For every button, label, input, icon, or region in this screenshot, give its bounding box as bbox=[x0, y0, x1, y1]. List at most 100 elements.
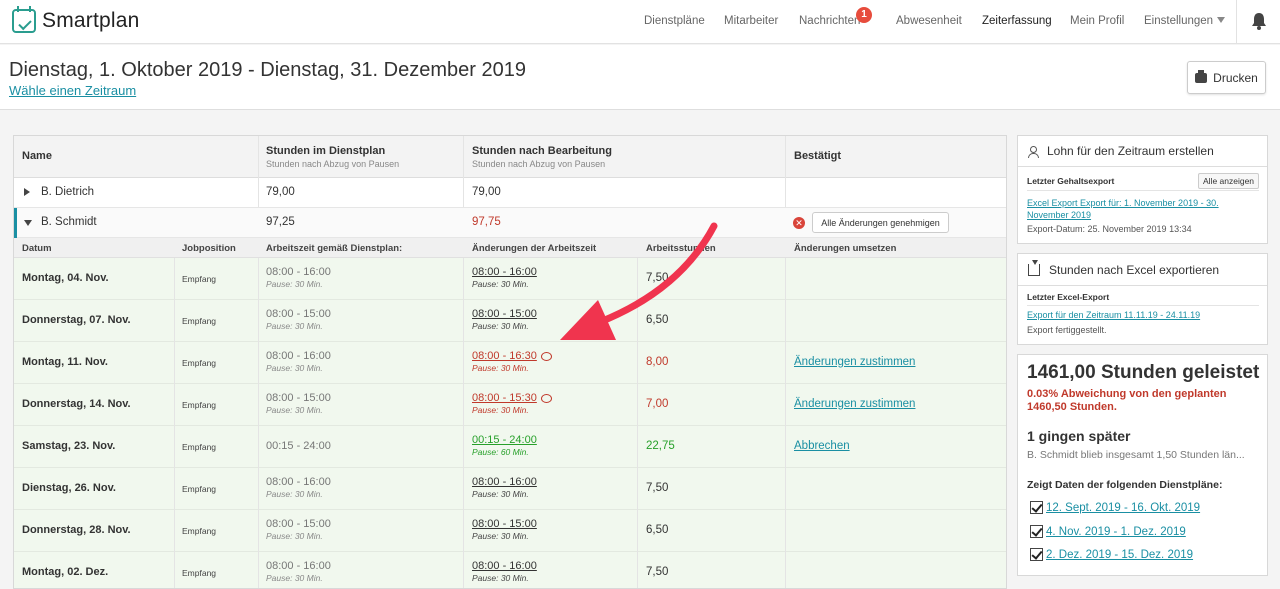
approve-changes-link[interactable]: Änderungen zustimmen bbox=[794, 398, 916, 410]
column-header-confirmed[interactable]: Bestätigt bbox=[794, 150, 842, 162]
row-changed-time[interactable]: 00:15 - 24:00 Pause: 60 Min. bbox=[472, 434, 537, 457]
row-job: Empfang bbox=[182, 358, 217, 368]
plan-link[interactable]: 12. Sept. 2019 - 16. Okt. 2019 bbox=[1046, 501, 1201, 514]
excel-export-link[interactable]: Export für den Zeitraum 11.11.19 - 24.11… bbox=[1027, 310, 1201, 320]
planned-hours: 97,25 bbox=[266, 216, 295, 228]
total-hours-worked: 1461,00 Stunden geleistet bbox=[1027, 362, 1260, 383]
print-button[interactable]: Drucken bbox=[1187, 61, 1266, 94]
row-date: Samstag, 23. Nov. bbox=[22, 440, 116, 452]
nav-divider bbox=[1236, 0, 1237, 44]
messages-count-badge: 1 bbox=[856, 7, 872, 23]
employee-row-schmidt[interactable]: B. Schmidt 97,25 97,75 ✕ Alle Änderungen… bbox=[14, 208, 1006, 238]
last-payroll-export-label: Letzter Gehaltsexport bbox=[1027, 176, 1115, 186]
column-header-edited-hours[interactable]: Stunden nach Bearbeitung Stunden nach Abz… bbox=[472, 145, 612, 169]
row-job: Empfang bbox=[182, 442, 217, 452]
row-hours: 7,50 bbox=[646, 482, 669, 494]
row-changed-time[interactable]: 08:00 - 16:00 Pause: 30 Min. bbox=[472, 476, 537, 499]
checkbox-checked[interactable] bbox=[1030, 501, 1043, 514]
column-header-planned-hours[interactable]: Stunden im Dienstplan Stunden nach Abzug … bbox=[266, 145, 400, 169]
plan-link[interactable]: 2. Dez. 2019 - 15. Dez. 2019 bbox=[1046, 548, 1194, 561]
edited-hours: 97,75 bbox=[472, 216, 501, 228]
detail-header-planned-time: Arbeitszeit gemäß Dienstplan: bbox=[266, 243, 403, 254]
print-button-label: Drucken bbox=[1213, 70, 1258, 85]
show-all-button[interactable]: Alle anzeigen bbox=[1198, 173, 1260, 189]
excel-export-panel: Stunden nach Excel exportieren Letzter E… bbox=[1017, 253, 1268, 345]
column-separator bbox=[258, 136, 259, 238]
comment-bubble-icon[interactable] bbox=[540, 351, 552, 361]
comment-bubble-icon[interactable] bbox=[540, 393, 552, 403]
app-logo[interactable]: Smartplan bbox=[12, 6, 140, 33]
row-planned-time: 00:15 - 24:00 bbox=[266, 440, 331, 452]
create-payroll-button[interactable]: Lohn für den Zeitraum erstellen bbox=[1018, 136, 1267, 167]
row-planned-time: 08:00 - 15:00 Pause: 30 Min. bbox=[266, 392, 331, 415]
export-date-text: Export-Datum: 25. November 2019 13:34 bbox=[1027, 224, 1192, 234]
nav-mitarbeiter[interactable]: Mitarbeiter bbox=[724, 15, 779, 27]
payroll-panel: Lohn für den Zeitraum erstellen Letzter … bbox=[1017, 135, 1268, 244]
table-row: Donnerstag, 07. Nov. Empfang 08:00 - 15:… bbox=[14, 300, 1006, 342]
row-changed-time[interactable]: 08:00 - 16:00 Pause: 30 Min. bbox=[472, 266, 537, 289]
column-separator bbox=[174, 258, 175, 588]
row-date: Montag, 04. Nov. bbox=[22, 272, 109, 284]
checkbox-checked[interactable] bbox=[1030, 525, 1043, 538]
cancel-changes-link[interactable]: Abbrechen bbox=[794, 440, 850, 452]
planned-hours: 79,00 bbox=[266, 186, 295, 198]
divider bbox=[1027, 190, 1259, 191]
row-date: Donnerstag, 14. Nov. bbox=[22, 398, 131, 410]
export-hours-excel-button[interactable]: Stunden nach Excel exportieren bbox=[1018, 254, 1267, 286]
bell-icon[interactable] bbox=[1251, 12, 1267, 30]
time-tracking-table: Name Stunden im Dienstplan Stunden nach A… bbox=[13, 135, 1007, 589]
row-job: Empfang bbox=[182, 274, 217, 284]
export-status-text: Export fertiggestellt. bbox=[1027, 325, 1107, 335]
row-hours: 7,50 bbox=[646, 566, 669, 578]
row-planned-time: 08:00 - 15:00 Pause: 30 Min. bbox=[266, 518, 331, 541]
not-confirmed-x-icon: ✕ bbox=[793, 217, 805, 229]
row-date: Donnerstag, 28. Nov. bbox=[22, 524, 131, 536]
plan-link[interactable]: 4. Nov. 2019 - 1. Dez. 2019 bbox=[1046, 525, 1186, 538]
collapse-triangle-icon[interactable] bbox=[24, 220, 32, 226]
checkbox-checked[interactable] bbox=[1030, 548, 1043, 561]
plan-checkbox-row[interactable]: 12. Sept. 2019 - 16. Okt. 2019 bbox=[1030, 501, 1200, 514]
row-changed-time[interactable]: 08:00 - 15:30 Pause: 30 Min. bbox=[472, 392, 552, 415]
nav-dienstplaene[interactable]: Dienstpläne bbox=[644, 15, 705, 27]
nav-nachrichten[interactable]: Nachrichten bbox=[799, 15, 861, 27]
table-row: Montag, 04. Nov. Empfang 08:00 - 16:00 Pa… bbox=[14, 258, 1006, 300]
column-separator bbox=[785, 136, 786, 238]
row-changed-time[interactable]: 08:00 - 16:00 Pause: 30 Min. bbox=[472, 560, 537, 583]
table-row: Dienstag, 26. Nov. Empfang 08:00 - 16:00… bbox=[14, 468, 1006, 510]
selected-row-indicator bbox=[14, 208, 17, 238]
top-navigation-bar: Smartplan Dienstpläne Mitarbeiter Nachri… bbox=[0, 0, 1280, 44]
detail-header-job: Jobposition bbox=[182, 243, 236, 254]
row-job: Empfang bbox=[182, 526, 217, 536]
row-changed-time[interactable]: 08:00 - 15:00 Pause: 30 Min. bbox=[472, 308, 537, 331]
choose-period-link[interactable]: Wähle einen Zeitraum bbox=[9, 83, 137, 98]
table-header: Name Stunden im Dienstplan Stunden nach A… bbox=[14, 136, 1006, 178]
detail-header-date: Datum bbox=[22, 243, 52, 254]
nav-einstellungen[interactable]: Einstellungen bbox=[1144, 15, 1214, 27]
row-changed-time[interactable]: 08:00 - 15:00 Pause: 30 Min. bbox=[472, 518, 537, 541]
plan-checkbox-row[interactable]: 2. Dez. 2019 - 15. Dez. 2019 bbox=[1030, 548, 1193, 561]
divider bbox=[1027, 305, 1259, 306]
approve-changes-link[interactable]: Änderungen zustimmen bbox=[794, 356, 916, 368]
table-row: Donnerstag, 28. Nov. Empfang 08:00 - 15:… bbox=[14, 510, 1006, 552]
column-header-name[interactable]: Name bbox=[22, 150, 52, 162]
chevron-down-icon[interactable] bbox=[1217, 17, 1225, 23]
nav-abwesenheit[interactable]: Abwesenheit bbox=[896, 15, 962, 27]
row-changed-time[interactable]: 08:00 - 16:30 Pause: 30 Min. bbox=[472, 350, 552, 373]
approve-all-changes-button[interactable]: Alle Änderungen genehmigen bbox=[812, 212, 949, 233]
employee-row-dietrich[interactable]: B. Dietrich 79,00 79,00 bbox=[14, 178, 1006, 208]
left-later-detail: B. Schmidt blieb insgesamt 1,50 Stunden … bbox=[1027, 449, 1245, 461]
plan-checkbox-row[interactable]: 4. Nov. 2019 - 1. Dez. 2019 bbox=[1030, 525, 1186, 538]
user-icon bbox=[1028, 145, 1039, 158]
nav-mein-profil[interactable]: Mein Profil bbox=[1070, 15, 1125, 27]
row-date: Montag, 02. Dez. bbox=[22, 566, 109, 578]
included-plans-label: Zeigt Daten der folgenden Dienstpläne: bbox=[1027, 479, 1223, 491]
row-hours: 7,00 bbox=[646, 398, 669, 410]
payroll-export-link[interactable]: Excel Export Export für: 1. November 201… bbox=[1027, 198, 1219, 220]
column-separator bbox=[785, 258, 786, 588]
app-name: Smartplan bbox=[42, 9, 140, 32]
detail-header-apply-changes: Änderungen umsetzen bbox=[794, 243, 897, 254]
expand-triangle-icon[interactable] bbox=[24, 188, 30, 196]
row-planned-time: 08:00 - 15:00 Pause: 30 Min. bbox=[266, 308, 331, 331]
printer-icon bbox=[1195, 69, 1208, 83]
nav-zeiterfassung[interactable]: Zeiterfassung bbox=[982, 15, 1052, 27]
